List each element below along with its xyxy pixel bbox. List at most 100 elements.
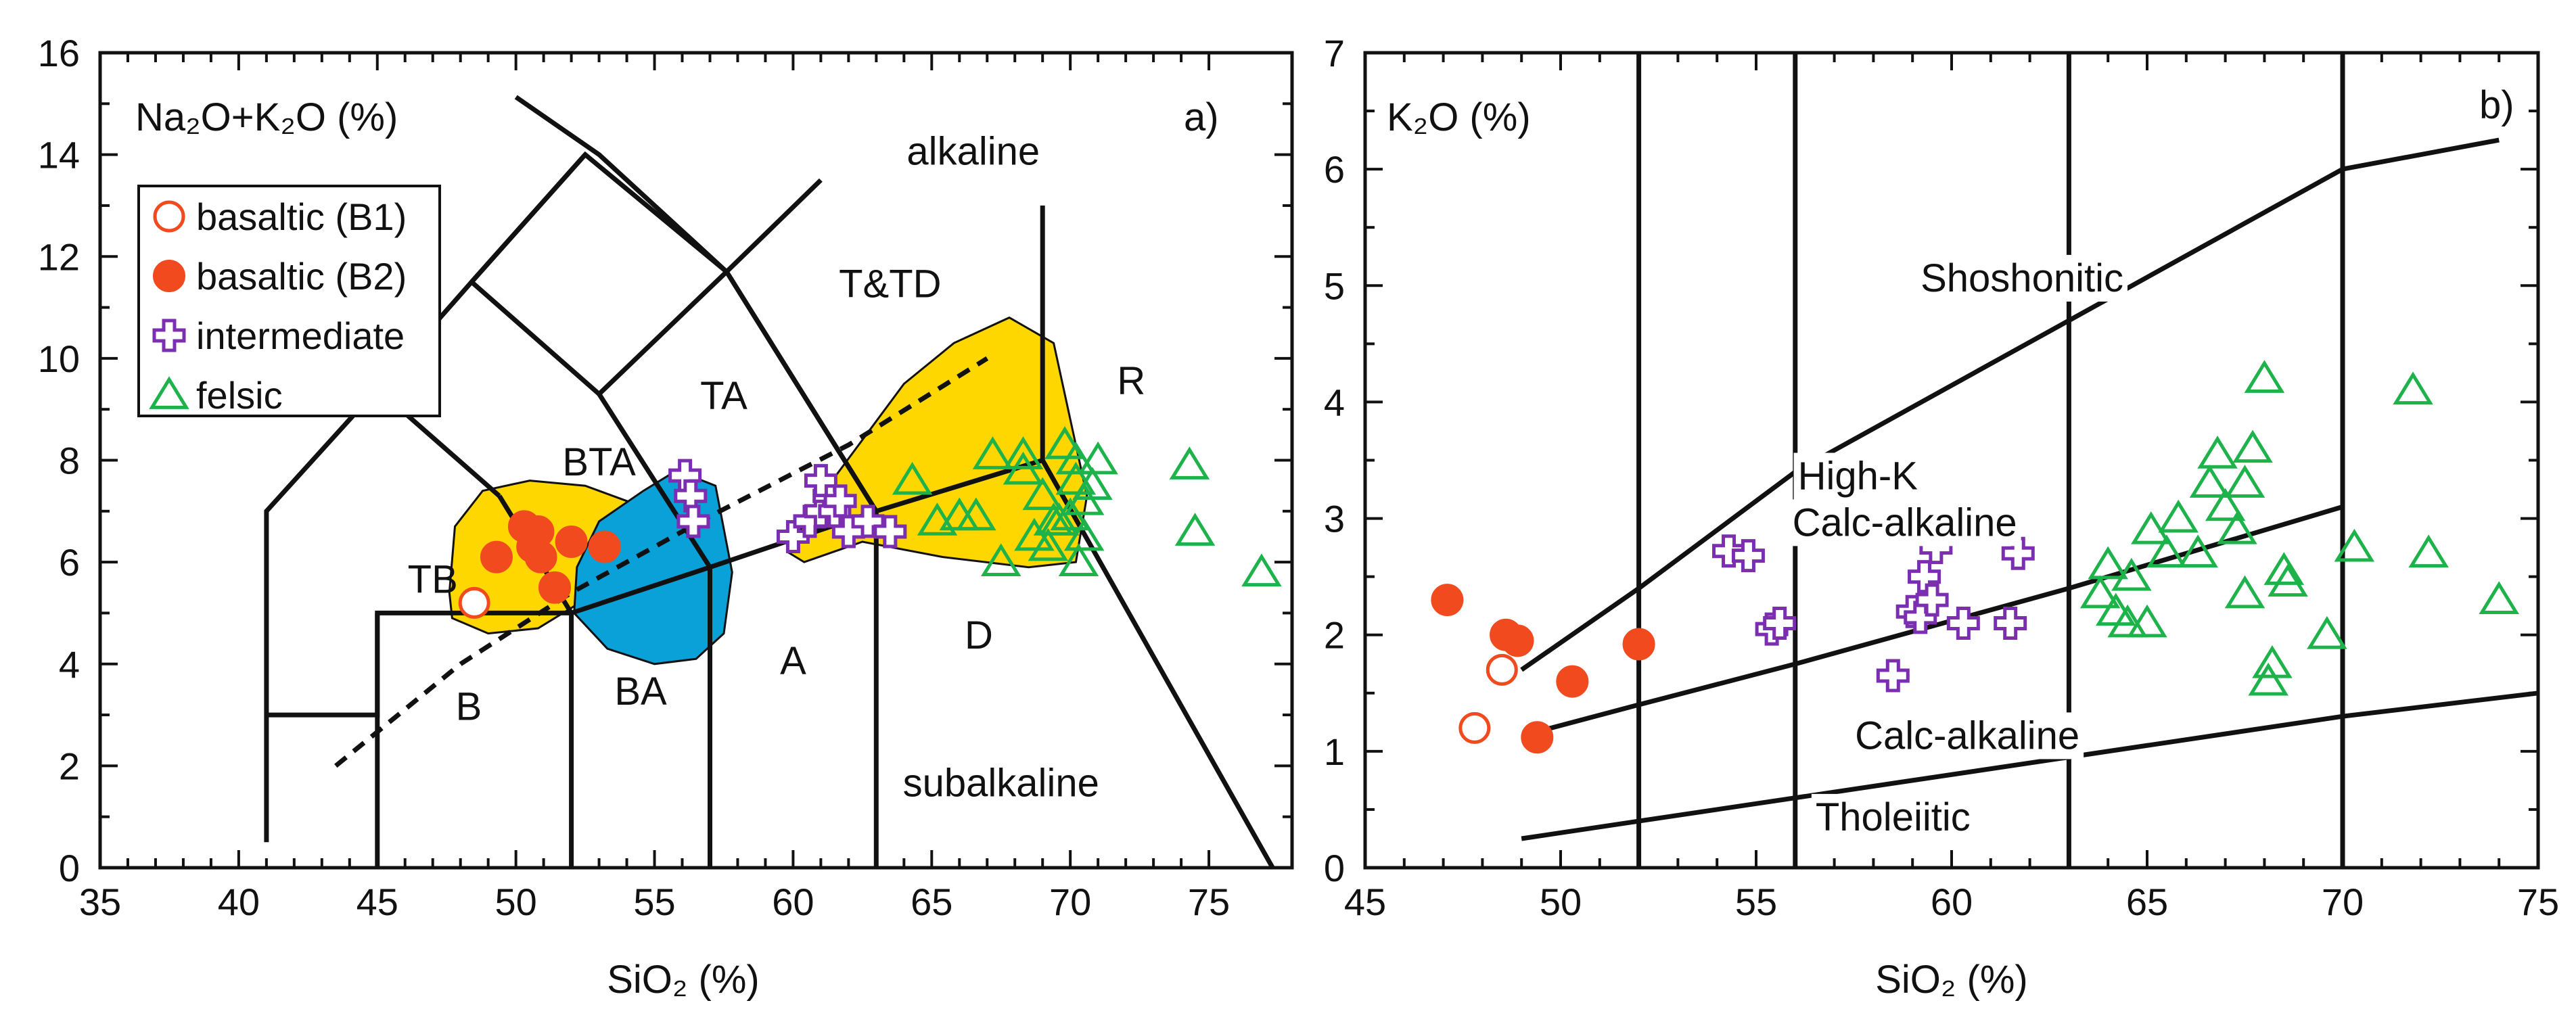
panel-a-point-fel bbox=[956, 497, 996, 531]
field-label-background bbox=[1811, 793, 1975, 841]
panel-a-point-fel bbox=[1241, 553, 1282, 587]
field-label: D bbox=[965, 613, 993, 657]
panel-a-x-tick-label: 35 bbox=[79, 881, 121, 923]
field-label: Calc-alkaline bbox=[1793, 500, 2017, 544]
panel-b-y-tick-label: 0 bbox=[1324, 847, 1345, 889]
panel-b-point-fel bbox=[2127, 604, 2167, 638]
panel-b-point-int bbox=[1712, 534, 1746, 568]
panel-b-field-labels: ShoshoniticHigh-KCalc-alkalineCalc-alkal… bbox=[1788, 254, 2128, 841]
legend-label-b1: basaltic (B1) bbox=[196, 195, 407, 238]
panel-b-point-fel bbox=[2079, 575, 2121, 609]
panel-a-point-b2 bbox=[538, 571, 572, 604]
panel-b-point-int bbox=[2001, 536, 2035, 570]
field-label: TA bbox=[700, 374, 748, 418]
field-label: High-K bbox=[1798, 454, 1918, 498]
panel-b-point-fel bbox=[2244, 360, 2285, 393]
field-label: B bbox=[456, 685, 482, 729]
panel-b-point-b2 bbox=[1521, 721, 1554, 754]
panel-b-y-tick-label: 1 bbox=[1324, 730, 1345, 773]
panel-a-point-fel bbox=[1003, 436, 1044, 469]
panel-a-y-tick-label: 4 bbox=[59, 643, 80, 686]
panel-a-point-fel bbox=[1174, 513, 1216, 546]
series-boundary-line bbox=[1528, 505, 2343, 737]
panel-b-points bbox=[1431, 360, 2519, 754]
panel-a-x-tick-label: 60 bbox=[772, 881, 814, 923]
panel-a-y-tick-label: 6 bbox=[59, 541, 80, 584]
panel-a-point-fel bbox=[1078, 441, 1118, 475]
panel-b-point-b2 bbox=[1501, 624, 1534, 657]
field-label: T&TD bbox=[839, 262, 941, 306]
panel-b-point-fel bbox=[2217, 511, 2257, 544]
panel-b-point-fel bbox=[2189, 465, 2230, 498]
legend-marker-b1 bbox=[153, 200, 185, 233]
panel-a-y-tick-label: 14 bbox=[38, 134, 80, 177]
legend-label-fel: felsic bbox=[196, 374, 283, 417]
panel-b-point-fel bbox=[2334, 528, 2375, 562]
panel-b-x-tick-label: 65 bbox=[2126, 881, 2168, 923]
field-label-background bbox=[1788, 499, 2021, 546]
panel-b-point-b2 bbox=[1431, 584, 1464, 617]
panel-b-y-tick-label: 7 bbox=[1324, 32, 1345, 74]
panel-b-point-fel bbox=[2205, 488, 2246, 521]
panel-b-point-fel bbox=[2248, 662, 2288, 696]
panel-a-point-fel bbox=[1022, 477, 1063, 511]
tas-boundary-line bbox=[597, 392, 712, 569]
panel-a-title: Na₂O+K₂O (%) bbox=[135, 95, 398, 139]
field-label: alkaline bbox=[906, 130, 1040, 174]
field-label: BA bbox=[614, 670, 667, 714]
panel-a-point-fel bbox=[1058, 543, 1099, 577]
panel-a-point-int bbox=[776, 519, 810, 553]
panel-b-point-b1 bbox=[1458, 711, 1491, 744]
panel-b-point-fel bbox=[2107, 604, 2148, 638]
tas-boundary-line bbox=[469, 153, 587, 284]
panel-a-point-fel bbox=[1055, 441, 1097, 475]
legend: basaltic (B1) basaltic (B2) intermediate fe… bbox=[137, 185, 441, 417]
panel-a-ticks: 35 40 45 50 55 60 65 70 75 0 2 4 6 8 10 12 14 16 bbox=[38, 32, 1292, 923]
panel-a-y-tick-label: 2 bbox=[59, 745, 80, 787]
panel-b-point-fel bbox=[2393, 371, 2433, 405]
tas-boundary-line bbox=[724, 270, 879, 513]
panel-a-frame bbox=[98, 51, 1294, 870]
panel-a-point-fel bbox=[1055, 461, 1097, 495]
tas-boundary-line bbox=[514, 95, 729, 274]
panel-b-point-b2 bbox=[1556, 665, 1589, 698]
panel-a-x-tick-label: 55 bbox=[633, 881, 675, 923]
legend-marker-fel bbox=[149, 376, 189, 409]
field-label: BTA bbox=[562, 440, 636, 484]
panel-b-k2o-diagram: ShoshoniticHigh-KCalc-alkalineCalc-alkal… bbox=[1324, 32, 2559, 1002]
series-boundary-line bbox=[1520, 137, 2500, 672]
panel-a-boundary-lines bbox=[264, 95, 1275, 869]
panel-b-y-tick-label: 5 bbox=[1324, 264, 1345, 307]
panel-a-y-tick-label: 12 bbox=[38, 235, 80, 278]
legend-label-int: intermediate bbox=[196, 314, 405, 357]
panel-b-point-fel bbox=[2268, 563, 2308, 597]
panel-a-tag: a) bbox=[1184, 95, 1219, 139]
panel-a-point-int bbox=[676, 505, 710, 538]
panel-b-point-fel bbox=[2131, 511, 2171, 544]
panel-a-y-tick-label: 10 bbox=[38, 337, 80, 380]
tas-boundary-line bbox=[266, 457, 1275, 869]
panel-a-point-b1 bbox=[458, 586, 490, 619]
field-label: Tholeiitic bbox=[1816, 795, 1971, 839]
panel-a-point-b2 bbox=[588, 530, 621, 563]
panel-a-point-int bbox=[873, 515, 907, 548]
panel-b-tag: b) bbox=[2479, 83, 2514, 127]
panel-a-point-fel bbox=[980, 543, 1021, 577]
panel-b-point-b1 bbox=[1486, 653, 1518, 686]
legend-box bbox=[137, 185, 441, 417]
panel-b-y-tick-label: 3 bbox=[1324, 498, 1345, 540]
panel-b-x-tick-label: 60 bbox=[1931, 881, 1973, 923]
legend-marker-b2 bbox=[153, 260, 185, 292]
panel-b-point-fel bbox=[2479, 581, 2519, 614]
legend-label-b2: basaltic (B2) bbox=[196, 255, 407, 298]
panel-a-y-tick-label: 16 bbox=[38, 32, 80, 74]
panel-a-point-fel bbox=[1044, 426, 1085, 459]
panel-b-y-tick-label: 6 bbox=[1324, 148, 1345, 191]
field-label-background bbox=[1851, 712, 2084, 760]
panel-a-point-int bbox=[851, 505, 885, 538]
field-label: subalkaline bbox=[903, 762, 1099, 805]
panel-a-y-tick-label: 0 bbox=[59, 847, 80, 889]
field-label: A bbox=[780, 639, 806, 683]
